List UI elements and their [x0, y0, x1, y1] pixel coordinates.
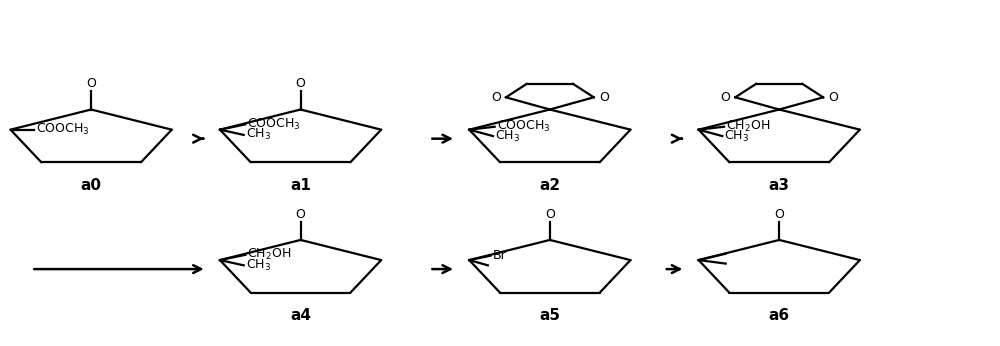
Text: O: O: [86, 78, 96, 90]
Text: CH$_3$: CH$_3$: [246, 258, 271, 273]
Text: a3: a3: [769, 178, 790, 193]
Text: Br: Br: [492, 249, 506, 262]
Text: O: O: [296, 78, 305, 90]
Text: CH$_2$OH: CH$_2$OH: [726, 119, 770, 134]
Text: O: O: [774, 208, 784, 221]
Text: CH$_2$OH: CH$_2$OH: [247, 247, 292, 262]
Text: a1: a1: [290, 178, 311, 193]
Text: O: O: [296, 208, 305, 221]
Text: CH$_3$: CH$_3$: [246, 127, 271, 143]
Text: O: O: [491, 91, 501, 104]
Text: O: O: [545, 208, 555, 221]
Text: COOCH$_3$: COOCH$_3$: [36, 122, 90, 137]
Text: O: O: [828, 91, 838, 104]
Text: CH$_3$: CH$_3$: [724, 128, 749, 144]
Text: a5: a5: [539, 309, 560, 324]
Text: COOCH$_3$: COOCH$_3$: [497, 119, 550, 134]
Text: O: O: [720, 91, 730, 104]
Text: a6: a6: [769, 309, 790, 324]
Text: O: O: [599, 91, 609, 104]
Text: a0: a0: [81, 178, 102, 193]
Text: COOCH$_3$: COOCH$_3$: [247, 117, 301, 132]
Text: CH$_3$: CH$_3$: [495, 128, 520, 144]
Text: a2: a2: [539, 178, 560, 193]
Text: a4: a4: [290, 309, 311, 324]
